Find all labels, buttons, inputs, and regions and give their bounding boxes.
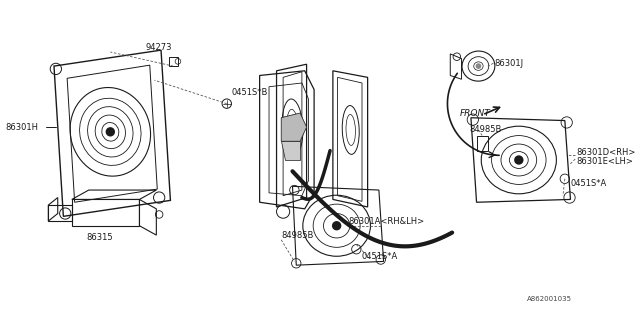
Text: 0451S*B: 0451S*B	[232, 88, 268, 97]
Text: 86301E<LH>: 86301E<LH>	[576, 157, 633, 166]
Text: 84985B: 84985B	[281, 231, 314, 240]
Text: FRONT: FRONT	[460, 108, 490, 117]
Text: 86301A<RH&LH>: 86301A<RH&LH>	[349, 217, 425, 226]
Text: 86301H: 86301H	[5, 123, 38, 132]
Text: 0451S*A: 0451S*A	[570, 179, 607, 188]
Text: 94273: 94273	[146, 43, 172, 52]
Polygon shape	[281, 141, 300, 160]
Bar	[168, 57, 178, 66]
Text: 86301J: 86301J	[495, 59, 524, 68]
Text: 86315: 86315	[86, 233, 113, 242]
Circle shape	[332, 221, 341, 230]
Polygon shape	[281, 113, 307, 141]
Text: 0451S*A: 0451S*A	[361, 252, 397, 261]
Circle shape	[106, 127, 115, 137]
Text: 86301D<RH>: 86301D<RH>	[576, 148, 636, 157]
Text: 84985B: 84985B	[469, 125, 501, 134]
Circle shape	[476, 63, 481, 69]
Circle shape	[514, 155, 524, 165]
Text: A862001035: A862001035	[527, 296, 572, 302]
Polygon shape	[281, 113, 307, 141]
